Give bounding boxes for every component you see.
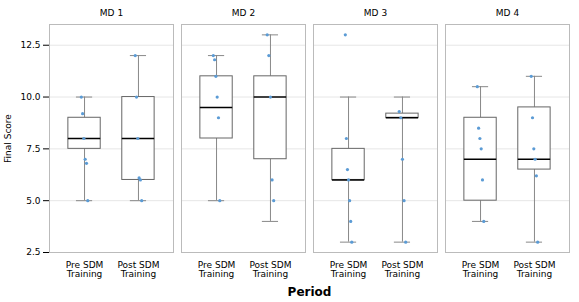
svg-text:5.0: 5.0: [26, 196, 41, 206]
svg-text:Pre SDMTraining: Pre SDMTraining: [198, 260, 236, 279]
svg-text:Final Score: Final Score: [3, 114, 13, 163]
svg-text:Pre SDMTraining: Pre SDMTraining: [66, 260, 104, 279]
svg-text:MD 4: MD 4: [496, 8, 520, 18]
svg-text:12.5: 12.5: [20, 40, 40, 50]
html-text:Period: Period: [287, 285, 332, 299]
svg-text:MD 2: MD 2: [232, 8, 255, 18]
svg-text:MD 3: MD 3: [364, 8, 387, 18]
svg-text:2.5: 2.5: [26, 247, 40, 257]
svg-text:10.0: 10.0: [20, 92, 40, 102]
svg-text:Post SDMTraining: Post SDMTraining: [249, 260, 291, 279]
svg-text:Post SDMTraining: Post SDMTraining: [117, 260, 159, 279]
svg-text:Post SDMTraining: Post SDMTraining: [381, 260, 423, 279]
svg-text:MD 1: MD 1: [100, 8, 123, 18]
svg-text:Pre SDMTraining: Pre SDMTraining: [462, 260, 500, 279]
svg-text:Post SDMTraining: Post SDMTraining: [513, 260, 555, 279]
svg-text:Pre SDMTraining: Pre SDMTraining: [330, 260, 368, 279]
svg-text:7.5: 7.5: [26, 144, 40, 154]
